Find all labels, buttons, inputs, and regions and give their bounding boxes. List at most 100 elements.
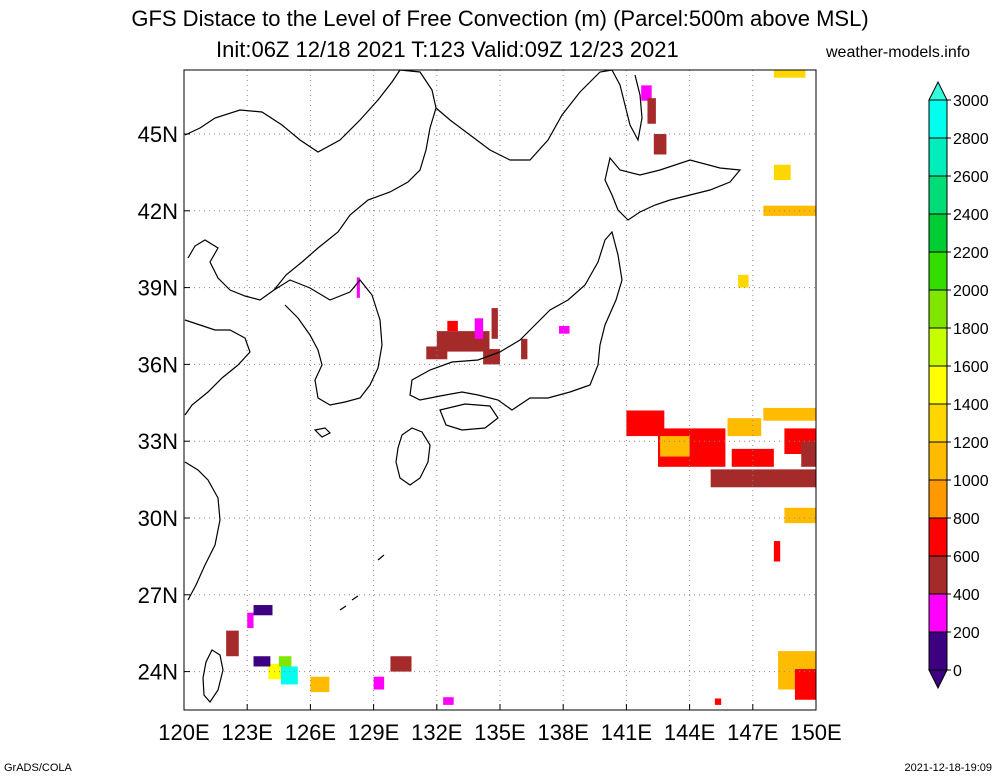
field-patch xyxy=(247,612,254,629)
field-patch xyxy=(794,669,816,700)
coastline-kyushu xyxy=(395,427,431,486)
chart-title: GFS Distace to the Level of Free Convect… xyxy=(131,6,869,31)
lon-label: 120E xyxy=(158,720,209,745)
lon-label: 147E xyxy=(727,720,778,745)
colorbar-label: 2600 xyxy=(953,169,989,186)
footer-credit: GrADS/COLA xyxy=(4,762,72,774)
lat-label: 33N xyxy=(138,429,178,454)
lon-label: 141E xyxy=(601,720,652,745)
colorbar-label: 1800 xyxy=(953,321,989,338)
colorbar-swatch xyxy=(928,251,948,291)
colorbar-swatch xyxy=(928,327,948,367)
lon-label: 144E xyxy=(664,720,715,745)
field-patch xyxy=(483,349,500,365)
coastline-jeju xyxy=(313,427,332,438)
field-layer xyxy=(226,70,816,705)
field-patch xyxy=(373,676,385,690)
coastline-hokkaido xyxy=(604,156,742,221)
field-patch xyxy=(356,277,360,298)
lat-label: 27N xyxy=(138,583,178,608)
lat-label: 36N xyxy=(138,352,178,377)
colorbar-label: 0 xyxy=(953,663,962,680)
chart-subtitle: Init:06Z 12/18 2021 T:123 Valid:09Z 12/2… xyxy=(216,37,679,62)
field-patch xyxy=(474,318,484,339)
coastline-ryukyu xyxy=(339,554,385,611)
colorbar-label: 600 xyxy=(953,549,980,566)
colorbar-swatch xyxy=(928,479,948,519)
coastline-china xyxy=(184,319,251,416)
field-patch xyxy=(763,407,816,421)
colorbar-swatch xyxy=(928,137,948,177)
longitude-labels: 120E 123E 126E 129E 132E 135E 138E 141E 144E 147E… xyxy=(158,720,841,745)
colorbar-label: 200 xyxy=(953,625,980,642)
colorbar-label: 1400 xyxy=(953,397,989,414)
lon-label: 135E xyxy=(474,720,525,745)
lon-label: 132E xyxy=(411,720,462,745)
colorbar-under-arrow xyxy=(928,669,948,690)
field-patch xyxy=(426,346,448,360)
coastline-honshu xyxy=(409,230,623,411)
field-patch xyxy=(226,630,239,657)
field-patch xyxy=(641,85,652,101)
colorbar-label: 1200 xyxy=(953,435,989,452)
colorbar-swatch xyxy=(928,175,948,215)
field-patch xyxy=(727,418,762,437)
latitude-labels: 45N 42N 39N 36N 33N 30N 27N 24N xyxy=(138,122,178,685)
field-patch xyxy=(731,448,774,467)
field-patch xyxy=(801,441,816,467)
colorbar-label: 2000 xyxy=(953,283,989,300)
colorbar: 0 200 400 600 800 1000 1200 1400 1600 1800 2000 220… xyxy=(928,80,989,690)
field-patch xyxy=(491,308,498,339)
colorbar-label: 1000 xyxy=(953,473,989,490)
colorbar-label: 400 xyxy=(953,587,980,604)
field-patch xyxy=(253,656,271,667)
field-patch xyxy=(710,469,816,488)
field-patch xyxy=(647,98,656,124)
colorbar-over-arrow xyxy=(928,80,948,101)
footer-timestamp: 2021-12-18-19:09 xyxy=(904,762,992,774)
lat-label: 30N xyxy=(138,506,178,531)
field-patch xyxy=(714,698,722,705)
colorbar-swatch xyxy=(928,631,948,671)
coastline-shikoku xyxy=(439,403,499,431)
field-patch xyxy=(447,320,458,332)
field-patch xyxy=(773,70,806,78)
field-patch xyxy=(738,274,749,288)
colorbar-label: 3000 xyxy=(953,93,989,110)
graticule xyxy=(183,70,817,710)
coastline-asia xyxy=(184,69,437,301)
lat-label: 42N xyxy=(138,199,178,224)
coastline-sea-of-japan-mainland xyxy=(435,69,613,161)
colorbar-swatch xyxy=(928,289,948,329)
field-patch xyxy=(310,676,330,693)
colorbar-label: 2200 xyxy=(953,245,989,262)
colorbar-swatch xyxy=(928,441,948,481)
lon-label: 123E xyxy=(222,720,273,745)
colorbar-label: 2400 xyxy=(953,207,989,224)
colorbar-swatch xyxy=(928,365,948,405)
colorbar-swatch xyxy=(928,213,948,253)
field-patch xyxy=(253,605,273,616)
colorbar-swatch xyxy=(928,99,948,139)
lat-label: 39N xyxy=(138,276,178,301)
coastline-taiwan xyxy=(202,649,224,703)
site-credit: weather-models.info xyxy=(826,44,971,61)
colorbar-swatch xyxy=(928,593,948,633)
colorbar-swatch xyxy=(928,555,948,595)
lon-label: 150E xyxy=(790,720,841,745)
field-patch xyxy=(773,541,781,562)
colorbar-label: 800 xyxy=(953,511,980,528)
lon-label: 129E xyxy=(348,720,399,745)
field-patch xyxy=(773,164,791,181)
field-patch xyxy=(278,656,292,667)
field-patch xyxy=(784,507,816,524)
lat-label: 45N xyxy=(138,122,178,147)
coastline-china-south xyxy=(184,461,221,601)
field-patch xyxy=(443,697,454,705)
field-patch xyxy=(521,338,528,360)
field-patch xyxy=(280,666,298,685)
colorbar-swatch xyxy=(928,403,948,443)
colorbar-swatch xyxy=(928,517,948,557)
colorbar-label: 1600 xyxy=(953,359,989,376)
